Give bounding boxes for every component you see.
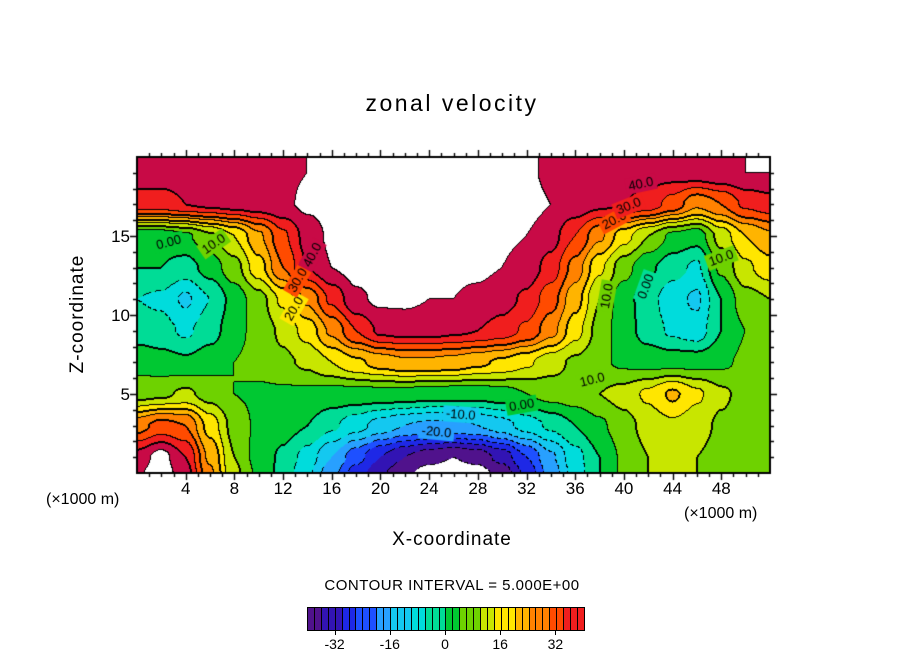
colorbar-cell [363, 608, 371, 630]
contour-canvas [117, 147, 790, 493]
colorbar-cell [328, 608, 336, 630]
colorbar-cell [577, 608, 584, 630]
colorbar-tick [555, 630, 557, 635]
colorbar-cell [384, 608, 392, 630]
x-tick-label: 8 [229, 479, 240, 498]
x-tick-label: 48 [711, 479, 731, 498]
colorbar-cell [418, 608, 426, 630]
colorbar-cell [356, 608, 364, 630]
colorbar-cell [321, 608, 329, 630]
colorbar-tick-label: 0 [441, 636, 449, 652]
colorbar-cell [391, 608, 398, 630]
colorbar-tick [334, 630, 336, 635]
chart-title: zonal velocity [365, 90, 539, 116]
x-axis-unit-left: (×1000 m) [46, 491, 120, 508]
colorbar-cell [543, 608, 551, 630]
colorbar-cell [404, 608, 412, 630]
colorbar-cell [446, 608, 454, 630]
colorbar-cell [529, 608, 537, 630]
colorbar-cell [550, 608, 558, 630]
colorbar-tick-label: -32 [324, 636, 345, 652]
x-tick-label: 32 [517, 479, 536, 498]
colorbar [307, 607, 585, 631]
colorbar-cell [494, 608, 502, 630]
colorbar-cell [460, 608, 468, 630]
colorbar-cell [370, 608, 378, 630]
colorbar-cell [564, 608, 572, 630]
colorbar-tick-label: 16 [492, 636, 508, 652]
x-tick-label: 44 [663, 479, 683, 498]
colorbar-cell [501, 608, 509, 630]
colorbar-tick-label: -16 [379, 636, 400, 652]
colorbar-cell [481, 608, 488, 630]
colorbar-tick [500, 630, 502, 635]
colorbar-cell [508, 608, 516, 630]
colorbar-cell [377, 608, 385, 630]
x-tick-label: 24 [419, 479, 439, 498]
x-tick-label: 20 [370, 479, 390, 498]
colorbar-cell [349, 608, 357, 630]
z-tick-label: 15 [111, 227, 130, 246]
colorbar-cell [571, 608, 578, 630]
x-tick-label: 16 [322, 479, 342, 498]
colorbar-tick [445, 630, 446, 635]
x-tick-label: 36 [565, 479, 585, 498]
colorbar-cell [439, 608, 447, 630]
colorbar-cell [536, 608, 544, 630]
colorbar-cell [557, 608, 565, 630]
x-tick-label: 4 [180, 479, 191, 498]
z-tick-label: 10 [111, 306, 130, 325]
colorbar-tick [389, 630, 391, 635]
z-tick-label: 5 [120, 385, 130, 404]
z-axis-title: Z-coordinate [67, 254, 88, 374]
x-tick-label: 40 [614, 479, 634, 498]
colorbar-cell [474, 608, 482, 630]
colorbar-cell [453, 608, 461, 630]
colorbar-cell [467, 608, 475, 630]
colorbar-cell [335, 608, 343, 630]
colorbar-cell [342, 608, 350, 630]
x-axis-title: X-coordinate [392, 529, 512, 550]
colorbar-cell [432, 608, 440, 630]
colorbar-tick-label: 32 [547, 636, 564, 652]
colorbar-cell [522, 608, 530, 630]
x-axis-unit-right: (×1000 m) [684, 505, 758, 522]
x-tick-label: 28 [468, 479, 488, 498]
colorbar-cell [314, 608, 322, 630]
colorbar-cell [308, 608, 315, 630]
colorbar-cell [487, 608, 495, 630]
x-tick-label: 12 [273, 479, 293, 498]
colorbar-cell [515, 608, 523, 630]
colorbar-cell [397, 608, 405, 630]
colorbar-cell [411, 608, 419, 630]
colorbar-cell [425, 608, 433, 630]
contour-interval-caption: CONTOUR INTERVAL = 5.000E+00 [324, 577, 580, 594]
